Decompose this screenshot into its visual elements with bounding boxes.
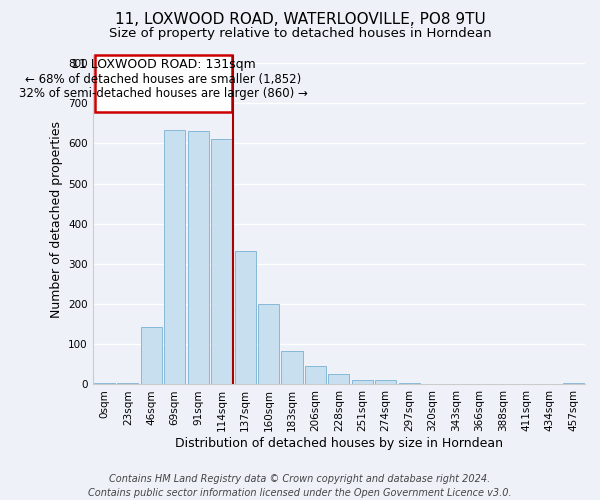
Text: 32% of semi-detached houses are larger (860) →: 32% of semi-detached houses are larger (…: [19, 86, 308, 100]
Bar: [188, 132, 209, 384]
Bar: [258, 304, 279, 384]
Bar: [235, 251, 256, 384]
Bar: [375, 380, 396, 384]
Bar: [211, 140, 232, 384]
Text: 11, LOXWOOD ROAD, WATERLOOVILLE, PO8 9TU: 11, LOXWOOD ROAD, WATERLOOVILLE, PO8 9TU: [115, 12, 485, 28]
X-axis label: Distribution of detached houses by size in Horndean: Distribution of detached houses by size …: [175, 437, 503, 450]
Bar: [164, 130, 185, 384]
Bar: [141, 327, 162, 384]
Y-axis label: Number of detached properties: Number of detached properties: [50, 121, 62, 318]
Text: ← 68% of detached houses are smaller (1,852): ← 68% of detached houses are smaller (1,…: [25, 72, 301, 86]
Bar: [328, 374, 349, 384]
FancyBboxPatch shape: [95, 55, 232, 112]
Bar: [281, 351, 302, 384]
Text: Contains HM Land Registry data © Crown copyright and database right 2024.
Contai: Contains HM Land Registry data © Crown c…: [88, 474, 512, 498]
Bar: [352, 380, 373, 384]
Text: Size of property relative to detached houses in Horndean: Size of property relative to detached ho…: [109, 28, 491, 40]
Text: 11 LOXWOOD ROAD: 131sqm: 11 LOXWOOD ROAD: 131sqm: [71, 58, 256, 71]
Bar: [305, 366, 326, 384]
